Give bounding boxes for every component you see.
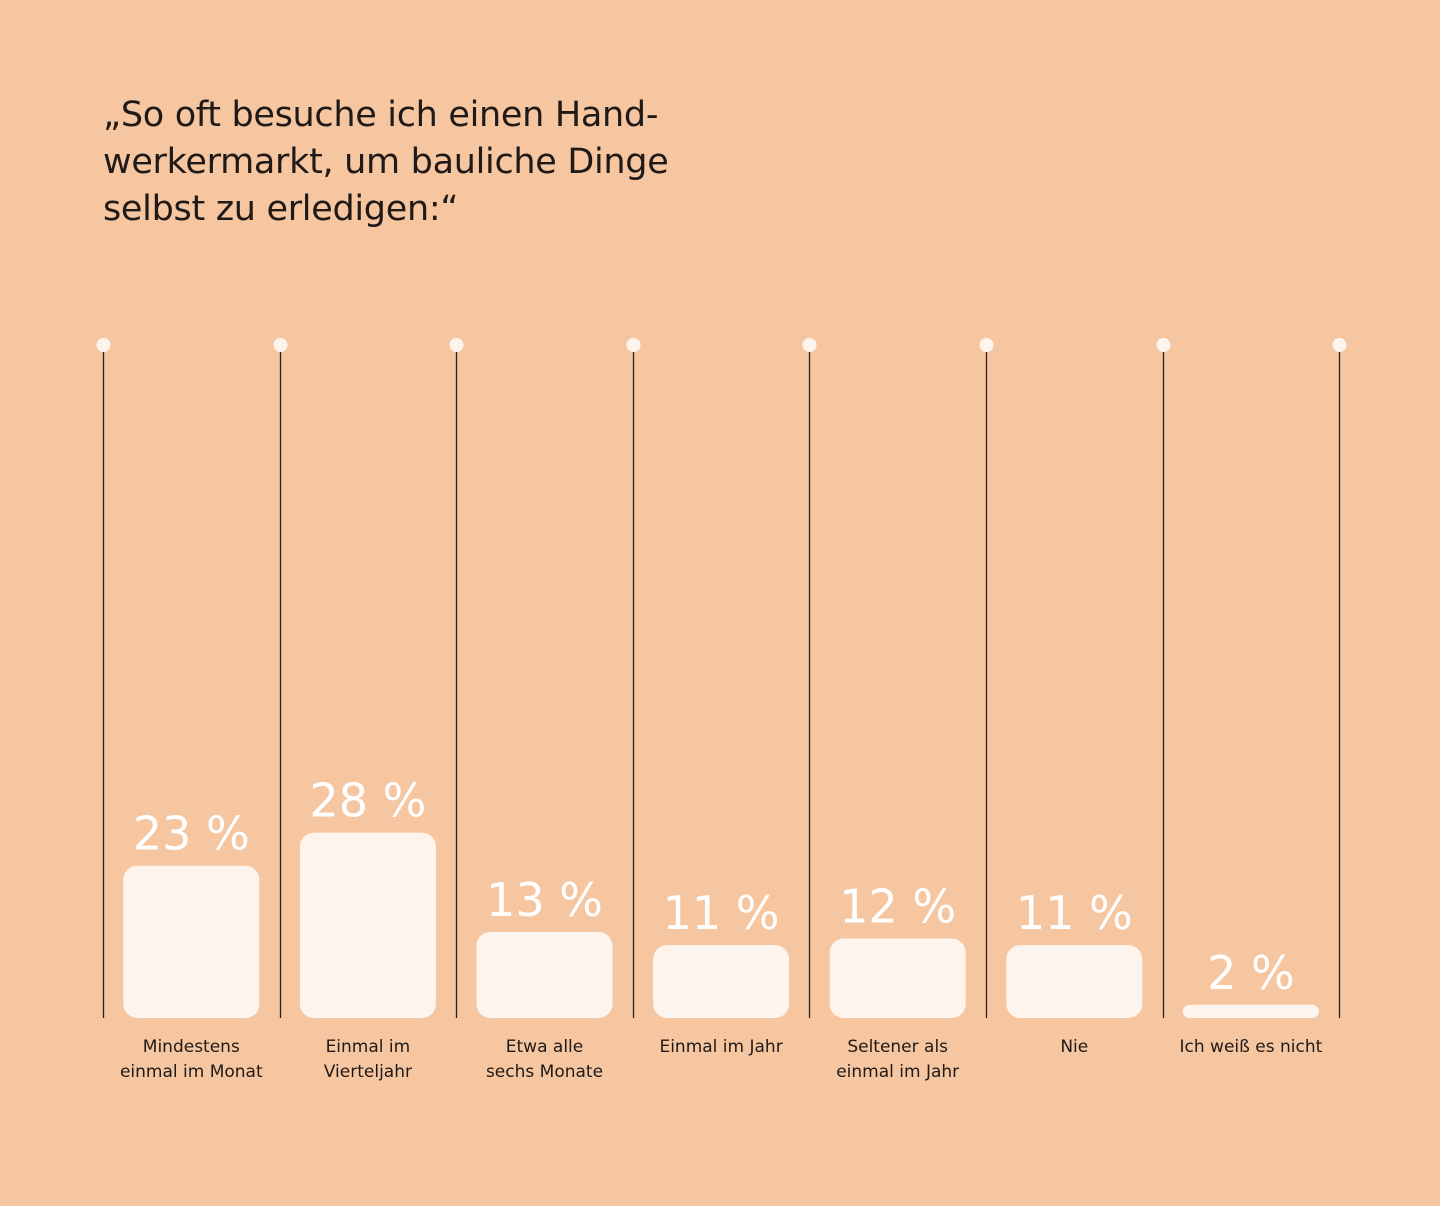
bar — [476, 931, 613, 1018]
chart-title: „So oft besuche ich einen Hand- werkerma… — [103, 92, 743, 233]
bar — [1006, 945, 1143, 1018]
divider-dot — [979, 338, 994, 352]
bar — [653, 945, 790, 1018]
value-label: 28 % — [309, 774, 426, 828]
category-label-line: Etwa alle — [505, 1037, 584, 1057]
category-label-line: sechs Monate — [485, 1062, 604, 1082]
divider-dot — [1156, 338, 1171, 352]
category-label: Ich weiß es nicht — [1163, 1035, 1339, 1060]
value-label: 23 % — [133, 807, 250, 861]
bar — [1182, 1004, 1319, 1018]
title-line-2: werkermarkt, um bauliche Dinge — [103, 142, 669, 182]
title-line-3: selbst zu erledigen:“ — [103, 189, 459, 229]
title-line-1: „So oft besuche ich einen Hand- — [103, 95, 659, 135]
bar — [123, 865, 260, 1018]
value-label: 12 % — [839, 880, 956, 934]
divider-dot — [1332, 338, 1347, 352]
category-label: Seltener als einmal im Jahr — [810, 1035, 986, 1085]
category-label-line: Einmal im — [325, 1037, 411, 1057]
category-label-line: Ich weiß es nicht — [1179, 1037, 1323, 1057]
category-label-line: Seltener als — [847, 1037, 949, 1057]
bars — [123, 832, 1319, 1018]
bar — [829, 938, 966, 1018]
category-label-line: einmal im Monat — [119, 1062, 263, 1082]
category-label: Mindestens einmal im Monat — [103, 1035, 279, 1085]
bar — [299, 832, 436, 1018]
category-label-line: Einmal im Jahr — [659, 1037, 783, 1057]
category-label: Einmal im Jahr — [633, 1035, 809, 1060]
divider-dot — [273, 338, 288, 352]
category-label: Etwa alle sechs Monate — [457, 1035, 633, 1085]
category-label-line: Nie — [1060, 1037, 1089, 1057]
divider-dot — [96, 338, 111, 352]
category-label-line: Vierteljahr — [323, 1062, 412, 1082]
dividers — [96, 338, 1347, 1018]
value-label: 13 % — [486, 873, 603, 927]
value-label: 11 % — [663, 886, 780, 940]
category-label: Nie — [986, 1035, 1162, 1060]
category-label: Einmal im Vierteljahr — [280, 1035, 456, 1085]
divider-dot — [449, 338, 464, 352]
value-label: 11 % — [1016, 886, 1133, 940]
category-label-line: Mindestens — [142, 1037, 240, 1057]
category-label-line: einmal im Jahr — [836, 1062, 960, 1082]
value-labels: 23 % 28 % 13 % 11 % 12 % 11 % 2 % — [133, 774, 1295, 1000]
divider-dot — [802, 338, 817, 352]
value-label: 2 % — [1207, 946, 1295, 1000]
divider-dot — [626, 338, 641, 352]
